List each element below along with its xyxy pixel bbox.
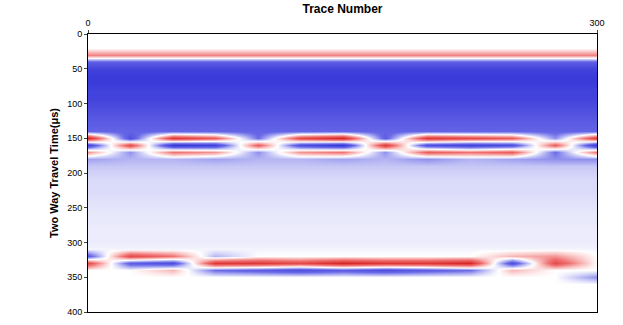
svg-text:Two Way Travel Time(μs): Two Way Travel Time(μs) xyxy=(48,108,60,238)
svg-text:50: 50 xyxy=(72,64,82,74)
svg-text:250: 250 xyxy=(67,203,82,213)
svg-text:300: 300 xyxy=(67,238,82,248)
svg-text:0: 0 xyxy=(77,29,82,39)
svg-text:200: 200 xyxy=(67,168,82,178)
svg-text:350: 350 xyxy=(67,272,82,282)
svg-text:400: 400 xyxy=(67,307,82,317)
svg-text:100: 100 xyxy=(67,99,82,109)
svg-text:300: 300 xyxy=(589,18,604,28)
svg-text:0: 0 xyxy=(85,18,90,28)
svg-text:150: 150 xyxy=(67,133,82,143)
svg-text:Trace Number: Trace Number xyxy=(302,2,382,16)
